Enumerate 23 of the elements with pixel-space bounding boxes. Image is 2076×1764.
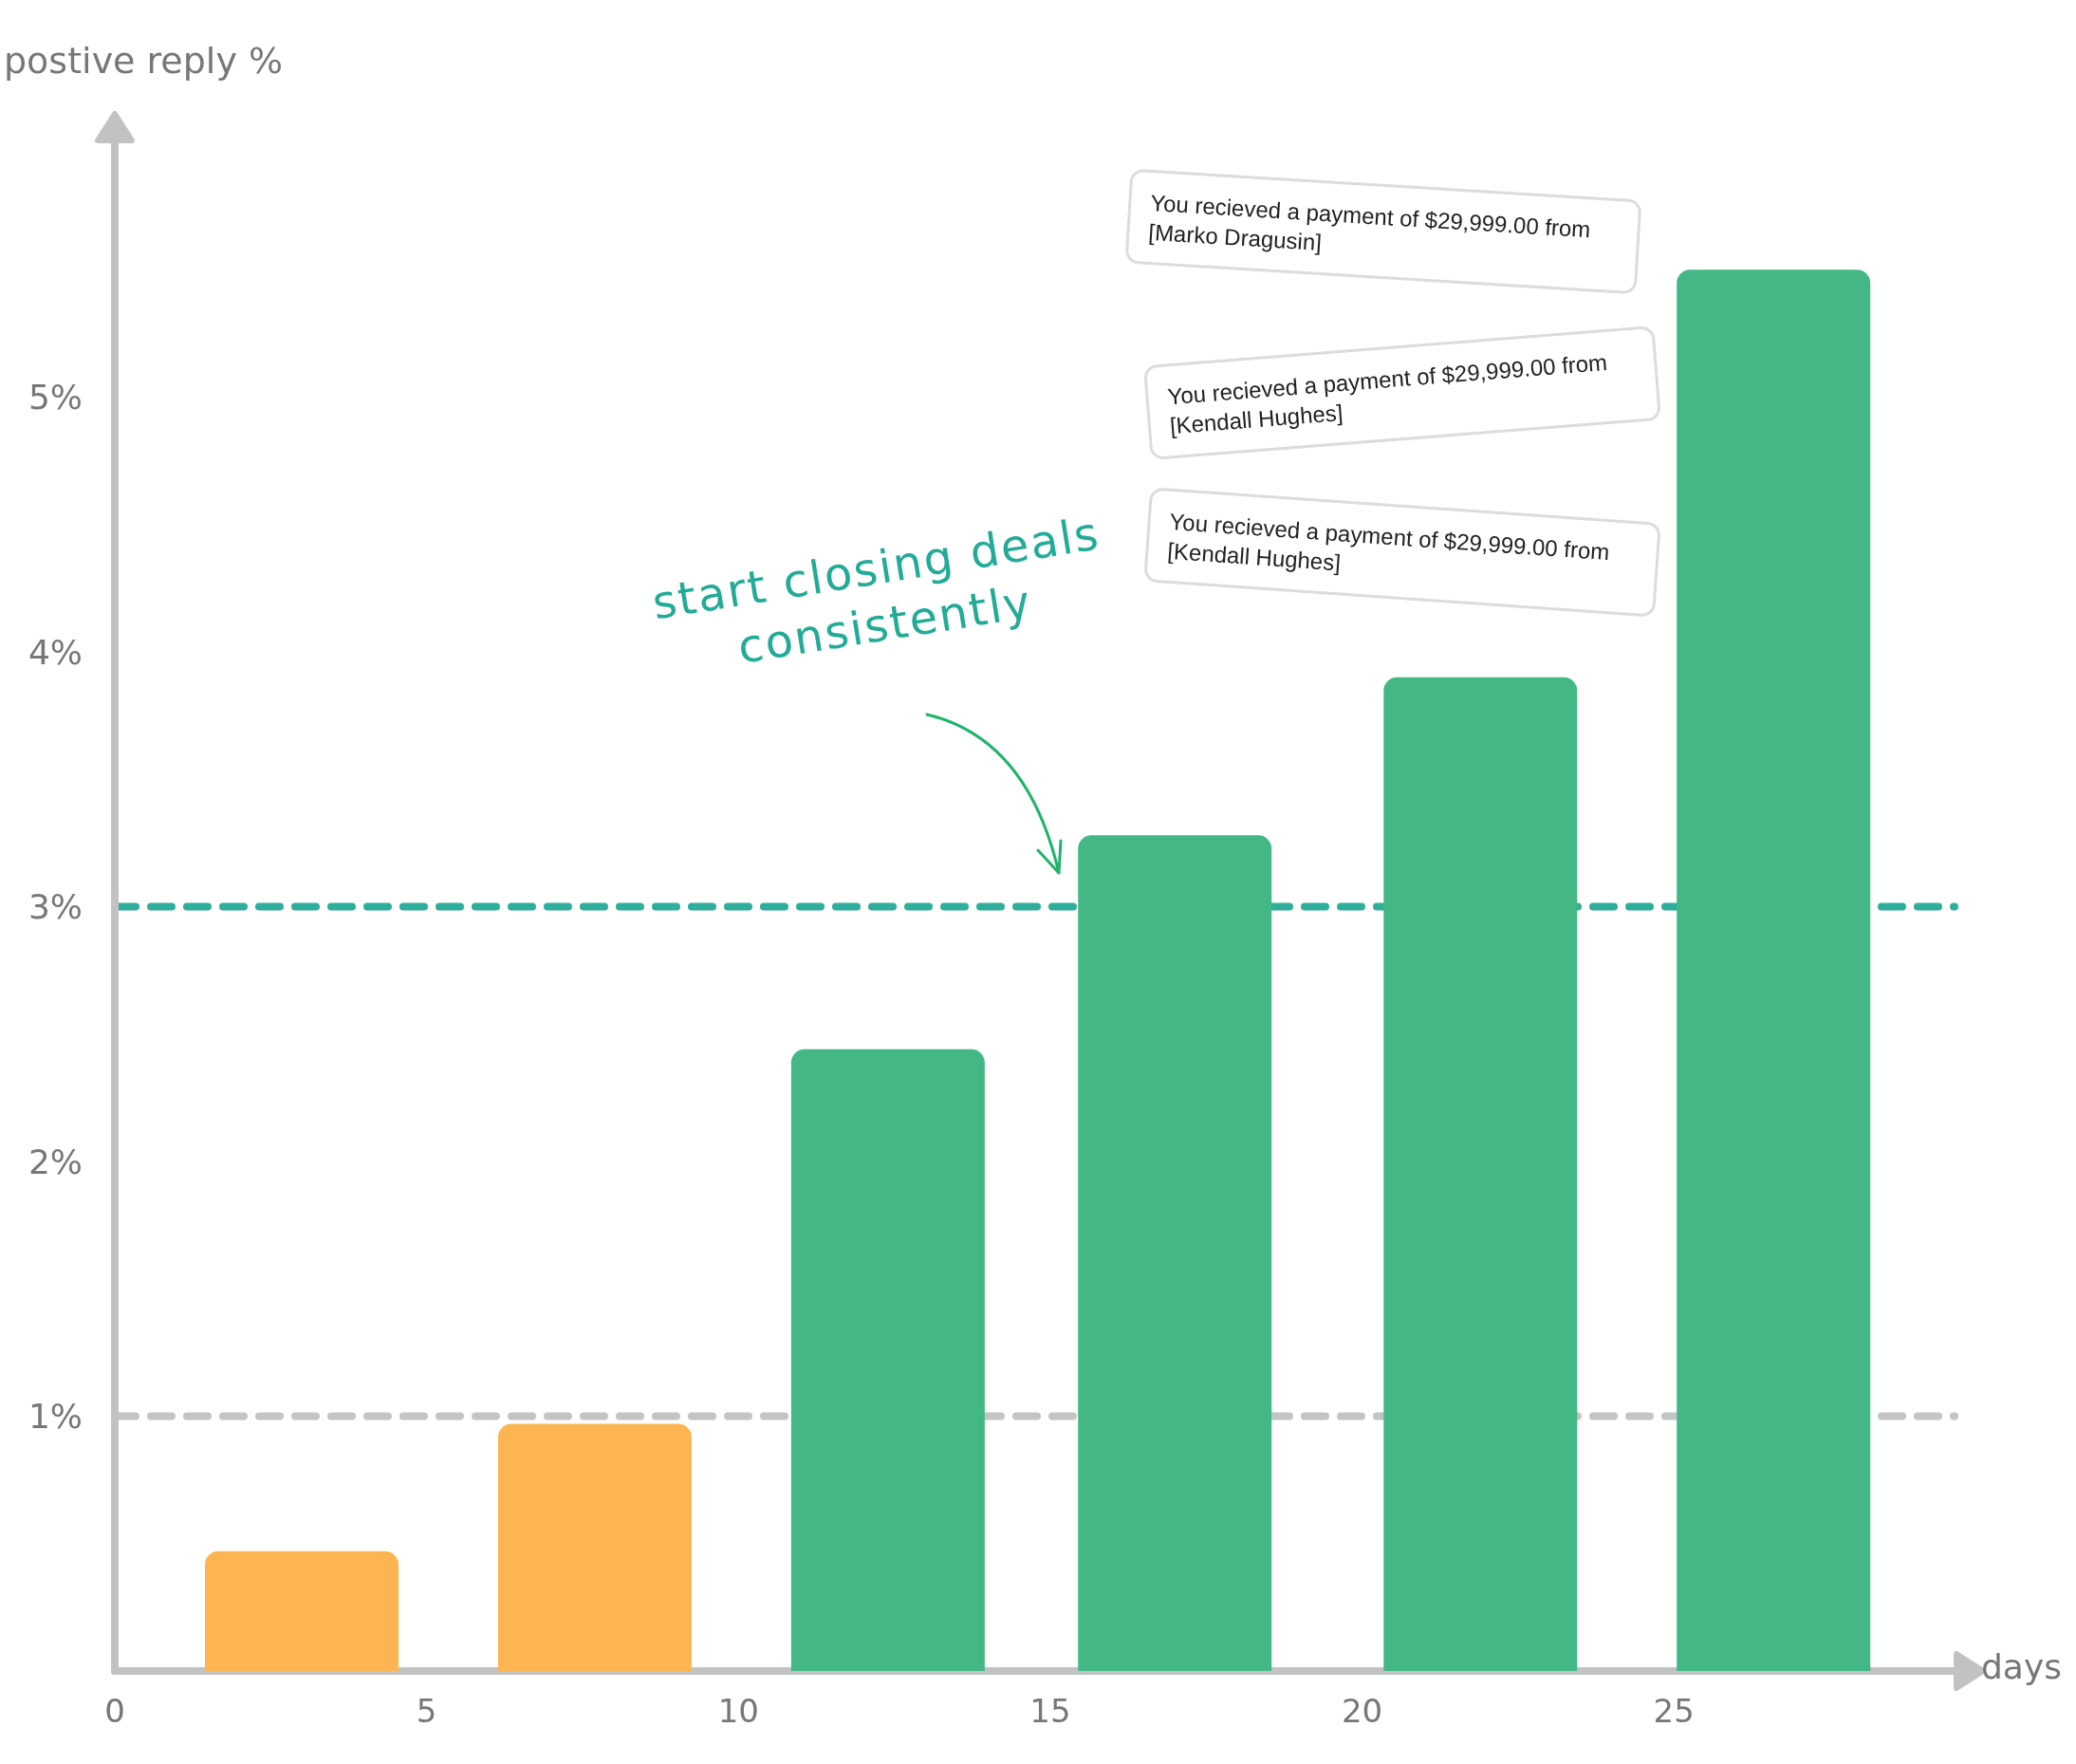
notification-card: You recieved a payment of $29,999.00 from [Marko Dragusin] [1124,168,1642,295]
annotation: start closing deals consistently [647,505,1104,676]
y-tick-label: 3% [28,887,83,927]
y-tick-label: 2% [28,1142,83,1181]
bar [1383,677,1578,1671]
bar [1677,269,1871,1671]
notification-card: You recieved a payment of $29,999.00 from [Kendall Hughes] [1143,487,1661,619]
y-tick-label: 4% [28,632,83,672]
bar [497,1423,692,1671]
x-tick-label: 25 [1653,1692,1695,1731]
notification-card: You recieved a payment of $29,999.00 from [Kendall Hughes] [1142,325,1662,461]
y-tick-label: 1% [28,1397,83,1437]
bar [790,1049,985,1671]
x-axis-title: days [1981,1647,2062,1686]
x-tick-label: 10 [717,1692,759,1731]
bar [205,1550,399,1671]
x-tick-label: 15 [1029,1692,1071,1731]
x-tick-label: 5 [416,1692,437,1731]
y-axis-title: postive reply % [4,40,284,82]
y-tick-label: 5% [28,378,83,418]
bar [1078,835,1272,1671]
x-tick-label: 0 [104,1692,125,1731]
x-tick-label: 20 [1341,1692,1383,1731]
